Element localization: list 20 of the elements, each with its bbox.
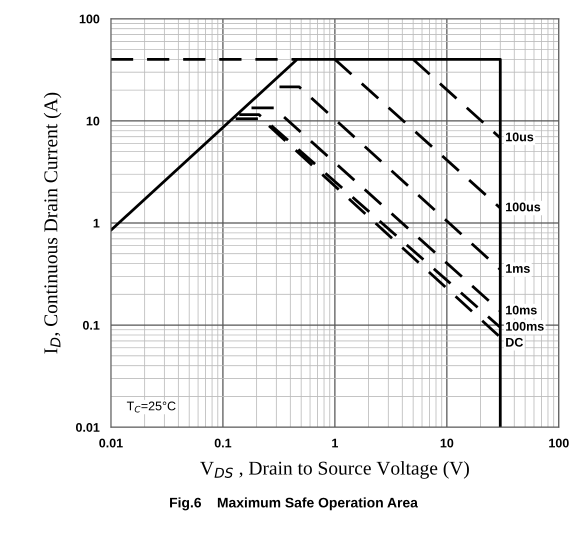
x-axis-title: V$_{DS}$ , Drain to Source Voltage (V): [200, 461, 469, 479]
text: Fig.6 Maximum Safe Operation Area: [170, 497, 418, 510]
series-label: 1ms: [506, 264, 530, 273]
series-label: DC: [506, 338, 523, 347]
series-label: 10ms: [506, 306, 537, 314]
y-tick-label: 0.01: [76, 422, 100, 432]
y-tick-label: 10: [86, 116, 100, 126]
x-tick-label: 10: [440, 438, 454, 448]
y-tick-label: 1: [94, 218, 100, 228]
y-tick-label: 100: [80, 14, 100, 24]
x-tick-label: 1: [332, 438, 338, 448]
annotation: T$_{C}$=25°C: [126, 402, 176, 412]
series-label: 100ms: [506, 322, 544, 331]
series-label: 100us: [506, 202, 540, 212]
x-tick-label: 100: [549, 438, 569, 448]
y-axis-title: I$_{D}$, Continuous Drain Current (A): [44, 92, 62, 354]
x-tick-label: 0.01: [99, 438, 123, 448]
y-tick-label: 0.1: [82, 320, 100, 330]
x-tick-label: 0.1: [214, 438, 232, 448]
series-label: 10us: [506, 132, 534, 142]
